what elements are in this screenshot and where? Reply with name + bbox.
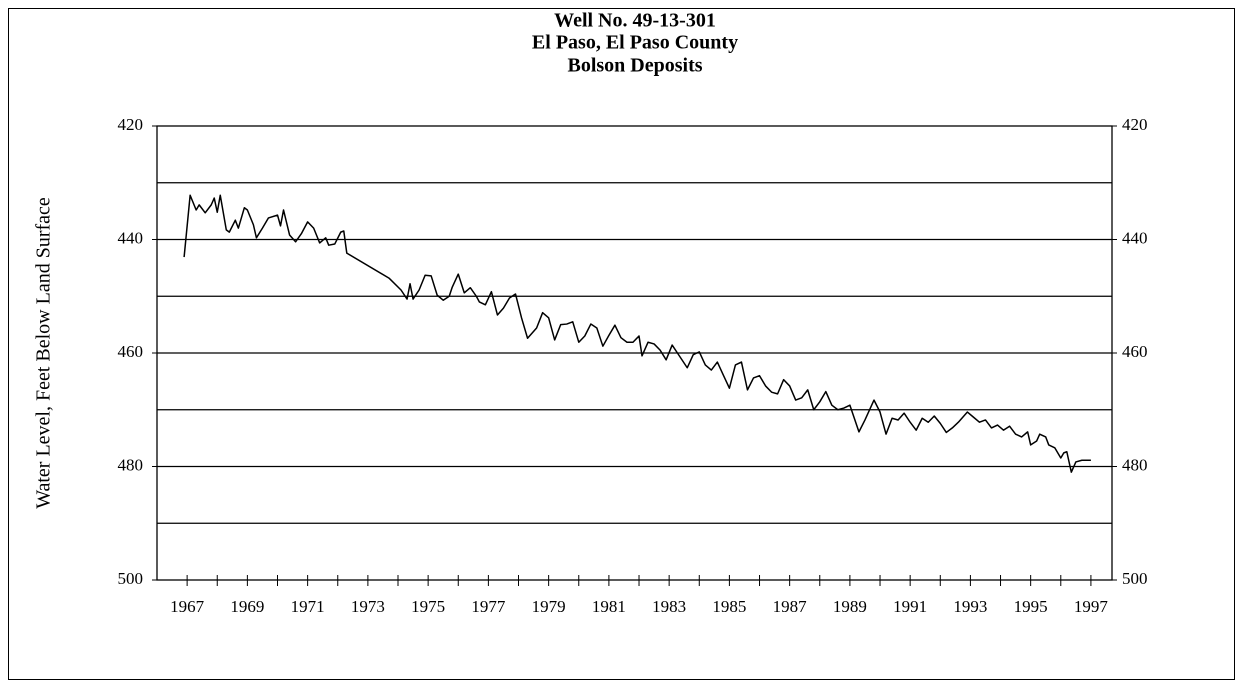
x-tick-label: 1995 [1014, 597, 1048, 616]
y-tick-label: 420 [118, 115, 144, 134]
y2-tick-label: 460 [1122, 342, 1148, 361]
x-tick-label: 1987 [773, 597, 808, 616]
x-tick-label: 1997 [1074, 597, 1109, 616]
y-tick-label: 500 [118, 569, 144, 588]
y2-tick-label: 440 [1122, 228, 1148, 247]
x-tick-label: 1971 [291, 597, 325, 616]
chart-frame [8, 8, 1235, 680]
x-tick-label: 1985 [712, 597, 746, 616]
chart-title: Bolson Deposits [567, 55, 702, 77]
chart-title: El Paso, El Paso County [532, 32, 738, 54]
x-tick-label: 1991 [893, 597, 927, 616]
x-tick-label: 1975 [411, 597, 445, 616]
x-tick-label: 1983 [652, 597, 686, 616]
x-tick-label: 1969 [230, 597, 264, 616]
y-tick-label: 480 [118, 455, 144, 474]
y2-tick-label: 480 [1122, 455, 1148, 474]
x-tick-label: 1967 [170, 597, 205, 616]
x-tick-label: 1979 [532, 597, 566, 616]
x-tick-label: 1977 [471, 597, 506, 616]
y-tick-label: 440 [118, 228, 144, 247]
y-tick-label: 460 [118, 342, 144, 361]
chart-title: Well No. 49-13-301 [554, 10, 716, 32]
x-tick-label: 1981 [592, 597, 626, 616]
x-tick-label: 1993 [953, 597, 987, 616]
y2-tick-label: 500 [1122, 569, 1148, 588]
x-tick-label: 1973 [351, 597, 385, 616]
y2-tick-label: 420 [1122, 115, 1148, 134]
y-axis-label: Water Level, Feet Below Land Surface [33, 197, 55, 509]
data-line [183, 194, 1091, 473]
x-tick-label: 1989 [833, 597, 867, 616]
